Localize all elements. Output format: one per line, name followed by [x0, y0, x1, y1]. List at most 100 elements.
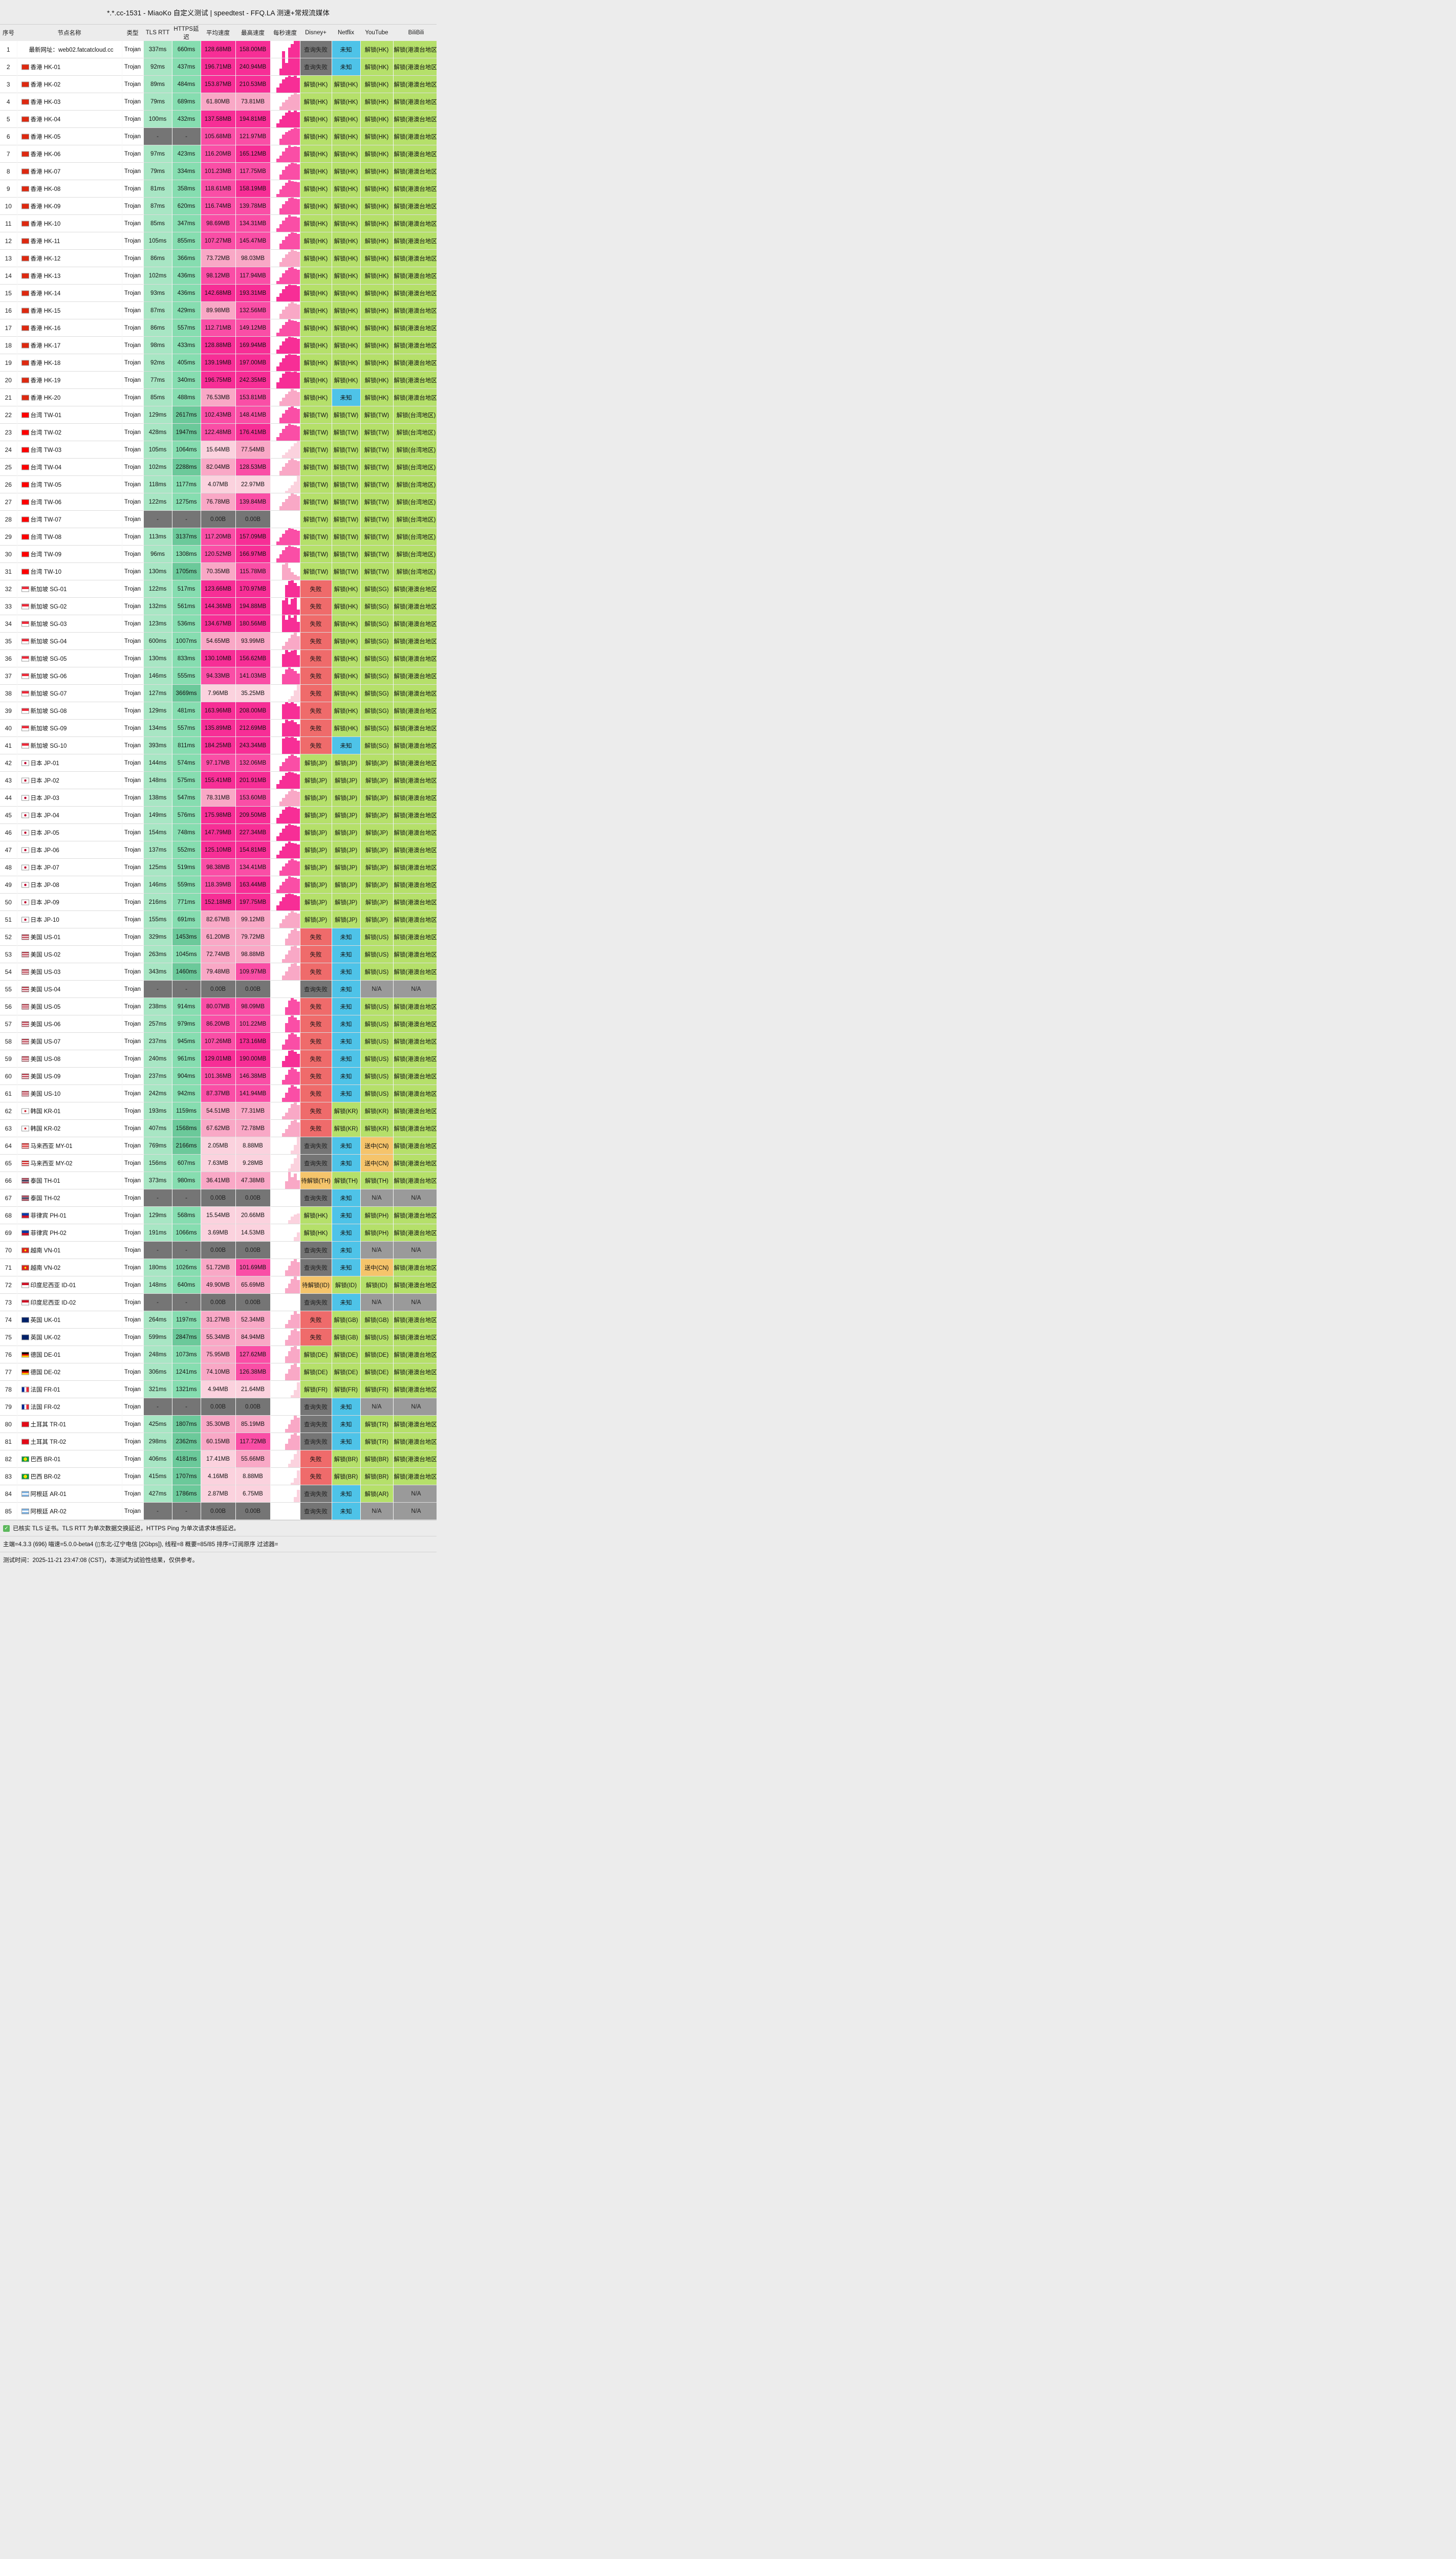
node-name-cell[interactable]: 阿根廷 AR-02	[17, 1502, 122, 1520]
col-type[interactable]: 类型	[122, 24, 143, 41]
table-row[interactable]: 23 台湾 TW-02 Trojan 428ms 1947ms 122.48MB 176.4…	[0, 423, 437, 441]
node-name-cell[interactable]: 香港 HK-13	[17, 267, 122, 285]
node-name-cell[interactable]: 新加坡 SG-06	[17, 667, 122, 685]
node-name-cell[interactable]: 土耳其 TR-01	[17, 1415, 122, 1433]
node-name-cell[interactable]: 巴西 BR-02	[17, 1467, 122, 1485]
table-row[interactable]: 39 新加坡 SG-08 Trojan 129ms 481ms 163.96MB 208.0…	[0, 702, 437, 720]
node-name-cell[interactable]: 香港 HK-12	[17, 249, 122, 267]
node-name-cell[interactable]: 菲律宾 PH-01	[17, 1206, 122, 1224]
node-name-cell[interactable]: 台湾 TW-10	[17, 562, 122, 580]
table-row[interactable]: 83 巴西 BR-02 Trojan 415ms 1707ms 4.16MB 8.88MB 失…	[0, 1467, 437, 1485]
node-name-cell[interactable]: 越南 VN-01	[17, 1241, 122, 1259]
table-row[interactable]: 41 新加坡 SG-10 Trojan 393ms 811ms 184.25MB 243.3…	[0, 736, 437, 754]
node-name-cell[interactable]: 美国 US-01	[17, 928, 122, 946]
table-row[interactable]: 46 日本 JP-05 Trojan 154ms 748ms 147.79MB 227.34…	[0, 823, 437, 841]
table-row[interactable]: 57 美国 US-06 Trojan 257ms 979ms 86.20MB 101.22M…	[0, 1015, 437, 1033]
node-name-cell[interactable]: 德国 DE-02	[17, 1363, 122, 1381]
node-name-cell[interactable]: 台湾 TW-01	[17, 406, 122, 424]
node-name-cell[interactable]: 菲律宾 PH-02	[17, 1224, 122, 1242]
table-row[interactable]: 53 美国 US-02 Trojan 263ms 1045ms 72.74MB 98.88M…	[0, 945, 437, 963]
node-name-cell[interactable]: 台湾 TW-08	[17, 528, 122, 546]
table-row[interactable]: 79 法国 FR-02 Trojan - -0.00B 0.00B 查询失败 未知 N/A N/A…	[0, 1398, 437, 1416]
table-row[interactable]: 25 台湾 TW-04 Trojan 102ms 2288ms 82.04MB 128.53…	[0, 458, 437, 476]
table-row[interactable]: 19 香港 HK-18 Trojan 92ms 405ms 139.19MB 197.00M…	[0, 354, 437, 372]
table-row[interactable]: 68 菲律宾 PH-01 Trojan 129ms 568ms 15.54MB 20.66M…	[0, 1206, 437, 1224]
node-name-cell[interactable]: 越南 VN-02	[17, 1259, 122, 1276]
table-row[interactable]: 71 越南 VN-02 Trojan 180ms 1026ms 51.72MB 101.69…	[0, 1259, 437, 1276]
table-row[interactable]: 42 日本 JP-01 Trojan 144ms 574ms 97.17MB 132.06M…	[0, 754, 437, 772]
table-row[interactable]: 44 日本 JP-03 Trojan 138ms 547ms 78.31MB 153.60M…	[0, 789, 437, 807]
table-row[interactable]: 78 法国 FR-01 Trojan 321ms 1321ms 4.94MB 21.64MB…	[0, 1380, 437, 1398]
node-name-cell[interactable]: 韩国 KR-01	[17, 1102, 122, 1120]
table-row[interactable]: 1 最新网址：web02.fatcatcloud.cc Trojan 337ms 660…	[0, 41, 437, 58]
node-name-cell[interactable]: 台湾 TW-04	[17, 458, 122, 476]
node-name-cell[interactable]: 香港 HK-06	[17, 145, 122, 163]
node-name-cell[interactable]: 德国 DE-01	[17, 1346, 122, 1363]
node-name-cell[interactable]: 台湾 TW-05	[17, 475, 122, 493]
node-name-cell[interactable]: 韩国 KR-02	[17, 1119, 122, 1137]
table-row[interactable]: 26 台湾 TW-05 Trojan 118ms 1177ms 4.07MB 22.97MB…	[0, 475, 437, 493]
table-row[interactable]: 59 美国 US-08 Trojan 240ms 961ms 129.01MB 190.00…	[0, 1050, 437, 1068]
node-name-cell[interactable]: 新加坡 SG-08	[17, 702, 122, 720]
table-row[interactable]: 35 新加坡 SG-04 Trojan 600ms 1007ms 54.65MB 93.99…	[0, 632, 437, 650]
node-name-cell[interactable]: 香港 HK-02	[17, 75, 122, 93]
table-row[interactable]: 80 土耳其 TR-01 Trojan 425ms 1807ms 35.30MB 85.19…	[0, 1415, 437, 1433]
col-bilibili[interactable]: BiliBili	[393, 24, 437, 41]
table-row[interactable]: 66 泰国 TH-01 Trojan 373ms 980ms 36.41MB 47.38MB…	[0, 1172, 437, 1189]
node-name-cell[interactable]: 香港 HK-08	[17, 180, 122, 198]
table-row[interactable]: 2 香港 HK-01 Trojan 92ms 437ms 196.71MB 240.94MB…	[0, 58, 437, 76]
table-row[interactable]: 76 德国 DE-01 Trojan 248ms 1073ms 75.95MB 127.62…	[0, 1346, 437, 1363]
node-name-cell[interactable]: 日本 JP-04	[17, 806, 122, 824]
node-name-cell[interactable]: 日本 JP-09	[17, 893, 122, 911]
table-row[interactable]: 4 香港 HK-03 Trojan 79ms 689ms 61.80MB 73.81MB 解锁…	[0, 93, 437, 111]
table-row[interactable]: 11 香港 HK-10 Trojan 85ms 347ms 98.69MB 134.31MB…	[0, 214, 437, 232]
table-row[interactable]: 82 巴西 BR-01 Trojan 406ms 4181ms 17.41MB 55.66M…	[0, 1450, 437, 1468]
node-name-cell[interactable]: 日本 JP-10	[17, 910, 122, 928]
table-row[interactable]: 56 美国 US-05 Trojan 238ms 914ms 80.07MB 98.09MB…	[0, 997, 437, 1015]
node-name-cell[interactable]: 香港 HK-19	[17, 371, 122, 389]
node-name-cell[interactable]: 新加坡 SG-03	[17, 615, 122, 633]
table-row[interactable]: 18 香港 HK-17 Trojan 98ms 433ms 128.88MB 169.94M…	[0, 336, 437, 354]
table-row[interactable]: 10 香港 HK-09 Trojan 87ms 620ms 116.74MB 139.78M…	[0, 197, 437, 215]
node-name-cell[interactable]: 美国 US-02	[17, 945, 122, 963]
node-name-cell[interactable]: 日本 JP-03	[17, 789, 122, 807]
node-name-cell[interactable]: 英国 UK-01	[17, 1311, 122, 1329]
table-row[interactable]: 48 日本 JP-07 Trojan 125ms 519ms 98.38MB 134.41M…	[0, 858, 437, 876]
table-row[interactable]: 21 香港 HK-20 Trojan 85ms 488ms 76.53MB 153.81MB…	[0, 388, 437, 406]
col-per-second-speed[interactable]: 每秒速度	[270, 24, 300, 41]
node-name-cell[interactable]: 美国 US-05	[17, 997, 122, 1015]
table-row[interactable]: 55 美国 US-04 Trojan - -0.00B 0.00B 查询失败 未知 N/A N/A…	[0, 980, 437, 998]
table-row[interactable]: 31 台湾 TW-10 Trojan 130ms 1705ms 70.35MB 115.78…	[0, 562, 437, 580]
table-row[interactable]: 45 日本 JP-04 Trojan 149ms 576ms 175.98MB 209.50…	[0, 806, 437, 824]
table-row[interactable]: 75 英国 UK-02 Trojan 599ms 2847ms 55.34MB 84.94M…	[0, 1328, 437, 1346]
table-row[interactable]: 29 台湾 TW-08 Trojan 113ms 3137ms 117.20MB 157.0…	[0, 528, 437, 546]
node-name-cell[interactable]: 巴西 BR-01	[17, 1450, 122, 1468]
node-name-cell[interactable]: 日本 JP-01	[17, 754, 122, 772]
node-name-cell[interactable]: 日本 JP-08	[17, 876, 122, 894]
node-name-cell[interactable]: 香港 HK-07	[17, 162, 122, 180]
table-row[interactable]: 17 香港 HK-16 Trojan 86ms 557ms 112.71MB 149.12M…	[0, 319, 437, 337]
node-name-cell[interactable]: 台湾 TW-07	[17, 510, 122, 528]
table-row[interactable]: 54 美国 US-03 Trojan 343ms 1460ms 79.48MB 109.97…	[0, 963, 437, 981]
table-row[interactable]: 67 泰国 TH-02 Trojan - -0.00B 0.00B 查询失败 未知 N/A N/A…	[0, 1189, 437, 1207]
node-name-cell[interactable]: 阿根廷 AR-01	[17, 1485, 122, 1503]
node-name-cell[interactable]: 美国 US-08	[17, 1050, 122, 1068]
node-name-cell[interactable]: 日本 JP-07	[17, 858, 122, 876]
table-row[interactable]: 64 马来西亚 MY-01 Trojan 769ms 2166ms 2.05MB 8.88M…	[0, 1137, 437, 1155]
col-youtube[interactable]: YouTube	[360, 24, 393, 41]
table-row[interactable]: 85 阿根廷 AR-02 Trojan - -0.00B 0.00B 查询失败 未知 N/A N/…	[0, 1502, 437, 1520]
table-row[interactable]: 70 越南 VN-01 Trojan - -0.00B 0.00B 查询失败 未知 N/A N/A…	[0, 1241, 437, 1259]
col-index[interactable]: 序号	[0, 24, 17, 41]
table-row[interactable]: 74 英国 UK-01 Trojan 264ms 1197ms 31.27MB 52.34M…	[0, 1311, 437, 1329]
table-row[interactable]: 34 新加坡 SG-03 Trojan 123ms 536ms 134.67MB 180.5…	[0, 615, 437, 633]
node-name-cell[interactable]: 美国 US-04	[17, 980, 122, 998]
table-row[interactable]: 62 韩国 KR-01 Trojan 193ms 1159ms 54.51MB 77.31M…	[0, 1102, 437, 1120]
node-name-cell[interactable]: 泰国 TH-01	[17, 1172, 122, 1189]
node-name-cell[interactable]: 美国 US-06	[17, 1015, 122, 1033]
table-row[interactable]: 27 台湾 TW-06 Trojan 122ms 1275ms 76.78MB 139.84…	[0, 493, 437, 511]
table-row[interactable]: 28 台湾 TW-07 Trojan - -0.00B 0.00B 解锁(TW) 解锁(TW)…	[0, 510, 437, 528]
table-row[interactable]: 51 日本 JP-10 Trojan 155ms 691ms 82.67MB 99.12MB…	[0, 910, 437, 928]
col-max-speed[interactable]: 最高速度	[235, 24, 270, 41]
node-name-cell[interactable]: 印度尼西亚 ID-02	[17, 1293, 122, 1311]
table-row[interactable]: 32 新加坡 SG-01 Trojan 122ms 517ms 123.66MB 170.9…	[0, 580, 437, 598]
